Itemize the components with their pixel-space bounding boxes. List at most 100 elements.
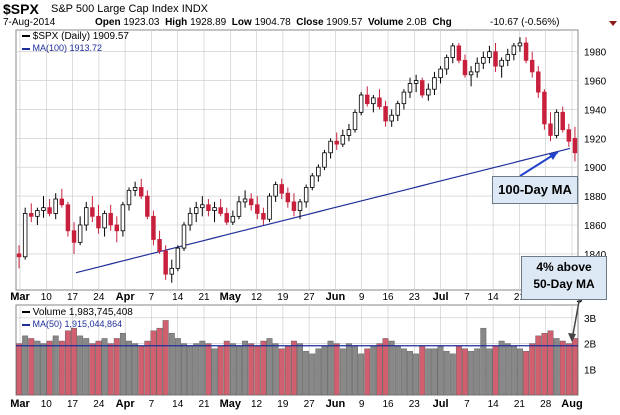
candle-body — [193, 207, 199, 214]
volume-bar — [382, 338, 389, 396]
candle-body — [279, 184, 284, 194]
x-tick-label: 9 — [359, 292, 365, 303]
candle-body — [413, 80, 419, 84]
candle-body — [175, 247, 181, 269]
candle-body — [108, 213, 113, 226]
x-tick-label: 7 — [149, 292, 155, 303]
volume-tick-label: 1B — [584, 365, 597, 376]
volume-bar — [83, 338, 90, 396]
x-tick-label: Jul — [433, 398, 449, 410]
volume-bar — [205, 343, 212, 396]
volume-bar — [46, 340, 53, 396]
candle-body — [132, 187, 138, 191]
candle-body — [468, 71, 474, 76]
x-tick-label: 27 — [304, 292, 316, 303]
volume-bar — [242, 340, 249, 396]
volume-tick-label: 2B — [584, 340, 597, 351]
price-tick-label: 1980 — [584, 48, 607, 59]
candle-body — [59, 198, 65, 206]
x-tick-label: 17 — [67, 399, 79, 410]
candle-body — [181, 224, 187, 249]
ohlc-readout: Open 1923.03 High 1928.89 Low 1904.78 Cl… — [95, 17, 452, 28]
x-tick-label: 21 — [514, 292, 526, 303]
volume-bar — [132, 343, 139, 396]
candle-body — [511, 45, 517, 55]
candle-body — [487, 51, 492, 58]
x-tick-label: 24 — [93, 292, 105, 303]
volume-bar — [480, 327, 487, 396]
volume-bar — [394, 345, 401, 396]
volume-bar — [193, 343, 200, 396]
volume-bar — [71, 327, 77, 396]
price-tick-label: 1920 — [584, 134, 607, 145]
ma50-legend: MA(50) 1,915,044,864 — [22, 319, 122, 329]
volume-bar — [321, 345, 328, 396]
candle-body — [316, 166, 321, 177]
volume-bar — [419, 345, 426, 396]
candle-body — [340, 135, 346, 145]
candle-body — [16, 253, 22, 258]
volume-bar — [443, 351, 450, 396]
candle-body — [126, 189, 132, 206]
volume-bar — [565, 343, 572, 396]
candle-body — [138, 187, 144, 197]
change-value: -10.67 (-0.56%) — [490, 17, 560, 28]
candle-body — [499, 59, 504, 67]
candle-body — [291, 201, 297, 211]
volume-bar — [174, 338, 181, 396]
x-tick-label: 16 — [382, 399, 394, 410]
x-tick-label: 21 — [514, 399, 526, 410]
volume-bar — [315, 348, 322, 396]
volume-bar — [400, 348, 407, 396]
x-tick-label: 14 — [488, 399, 500, 410]
x-tick-label: 19 — [277, 399, 289, 410]
x-tick-label: 28 — [540, 399, 552, 410]
x-tick-label: Mar — [10, 398, 30, 410]
volume-bar — [260, 340, 267, 396]
candle-body — [273, 184, 278, 197]
price-tick-label: 1880 — [584, 192, 607, 203]
volume-bar — [138, 345, 145, 396]
candle-body — [163, 250, 168, 275]
volume-bar — [284, 345, 291, 396]
volume-bar — [492, 345, 499, 396]
candle-body — [236, 201, 242, 217]
volume-bar — [162, 320, 169, 396]
candle-body — [41, 207, 46, 211]
volume-bar — [236, 345, 242, 396]
volume-bar — [541, 333, 548, 396]
volume-bar — [407, 351, 413, 396]
candle-body — [102, 213, 107, 229]
candle-body — [303, 187, 309, 203]
candle-body — [536, 71, 541, 93]
volume-bar — [559, 340, 566, 396]
candle-body — [456, 45, 462, 61]
candle-body — [169, 267, 175, 275]
candle-body — [248, 198, 254, 206]
candle-body — [566, 129, 572, 142]
candle-body — [65, 204, 71, 232]
volume-callout-arrow — [571, 295, 581, 341]
candle-body — [310, 175, 315, 188]
candle-body — [230, 215, 236, 223]
x-tick-label: 14 — [172, 399, 184, 410]
candle-body — [71, 230, 77, 243]
candle-body — [29, 213, 34, 217]
x-tick-label: 12 — [251, 292, 263, 303]
volume-bar — [199, 340, 206, 396]
volume-bar — [89, 343, 96, 396]
volume-bar — [352, 345, 358, 396]
x-tick-label: 23 — [409, 399, 421, 410]
x-tick-label: May — [220, 291, 242, 303]
volume-callout: 4% above 50-Day MA — [521, 256, 607, 300]
volume-bar — [64, 330, 71, 396]
price-tick-label: 1960 — [584, 77, 607, 88]
volume-bar — [248, 343, 255, 396]
volume-bar — [517, 348, 523, 396]
x-tick-label: 10 — [41, 399, 53, 410]
candle-body — [261, 213, 266, 220]
candle-body — [218, 207, 223, 214]
candle-body — [401, 91, 407, 105]
candle-body — [200, 204, 205, 209]
volume-bar — [455, 345, 462, 396]
